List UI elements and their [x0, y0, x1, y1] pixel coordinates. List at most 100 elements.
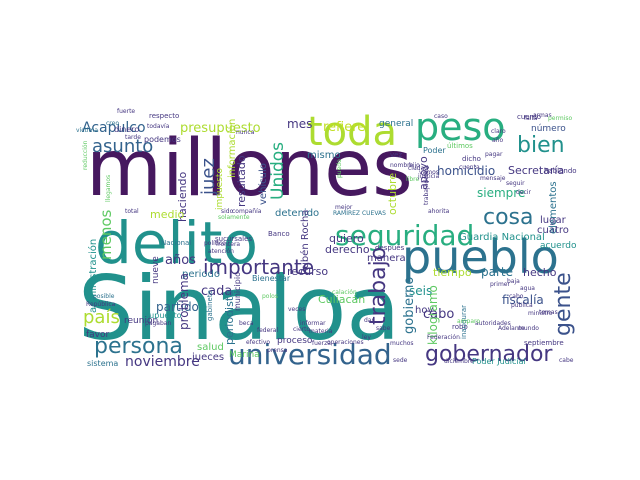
word-vez: vez: [390, 151, 402, 159]
word-cuatro: cuatro: [537, 225, 569, 236]
word-vamos: vamos: [419, 169, 439, 176]
word-federal: federal: [257, 327, 278, 334]
word-despues: después: [375, 244, 405, 252]
word-prensa: prensa: [267, 347, 288, 354]
word-detenido: detenido: [275, 208, 319, 219]
word-unidos: Unidos: [268, 142, 288, 200]
word-administracion: administración: [87, 239, 99, 313]
word-muchos: muchos: [390, 340, 414, 347]
word-primer: primer: [490, 281, 510, 288]
word-homicidio: homicidio: [437, 164, 495, 178]
word-total: total: [125, 208, 139, 215]
word-llegamos: llegamos: [105, 175, 112, 202]
word-cabo-small: cabo: [509, 293, 524, 300]
word-pagar: pagar: [485, 151, 503, 158]
word-nunca: nunca: [236, 129, 255, 136]
word-temas: temas: [539, 309, 558, 316]
word-ministro: ministro: [528, 310, 553, 317]
word-adelante: Adelante: [498, 325, 525, 332]
word-total2: tarde: [125, 134, 141, 141]
word-millones: millones: [86, 124, 413, 214]
word-pueblo: pueblo: [402, 230, 559, 284]
word-sede: sede: [393, 357, 408, 364]
word-ramirez-cuevas: RAMÍREZ CUEVAS: [333, 210, 386, 217]
word-siempre: siempre: [477, 186, 525, 200]
word-veces: veces: [288, 306, 305, 313]
word-sistema: sistema: [87, 359, 118, 368]
word-trabajo: trabajo: [366, 247, 391, 325]
word-persona: persona: [94, 334, 183, 359]
word-problema: problema: [177, 273, 191, 330]
word-pais: país: [83, 307, 120, 328]
word-ano: año: [492, 137, 503, 144]
word-creo: creo: [106, 120, 119, 127]
word-companie: compañía: [232, 208, 262, 215]
word-fiscalia: fiscalía: [502, 293, 544, 307]
word-kilogramo: kilogramo: [426, 285, 440, 345]
word-peso: peso: [415, 105, 506, 149]
word-sucursales: sucursales: [215, 235, 252, 243]
word-libre: libre: [406, 176, 419, 183]
word-dicho: dicho: [462, 155, 481, 163]
word-polos: polos: [262, 293, 278, 300]
word-bienestar: Bienestar: [252, 274, 291, 283]
word-operaciones: operaciones: [327, 339, 364, 346]
word-toda: toda: [307, 109, 397, 155]
word-publica: pública: [511, 302, 533, 309]
word-calacion: calación: [332, 289, 357, 296]
word-informacion: información: [226, 119, 238, 178]
word-vehiculo: vehículo: [257, 163, 269, 205]
word-noviembre: noviembre: [125, 354, 200, 370]
word-importante: importante: [203, 255, 314, 279]
word-gabinete: gabinete: [206, 290, 214, 321]
word-poder: Poder: [423, 146, 446, 155]
word-republica: República: [86, 301, 116, 308]
word-mes: mes: [287, 117, 312, 131]
word-general: general: [379, 119, 413, 129]
word-nacional: Nacional: [161, 239, 191, 247]
word-periodista: periodista: [223, 290, 236, 345]
word-hablando: hablando: [544, 167, 577, 175]
word-universidad: universidad: [228, 338, 392, 371]
word-hijo: hijo: [409, 162, 420, 169]
word-apoyo: apoyo: [417, 156, 430, 190]
word-nueve: nueve: [151, 256, 161, 284]
word-partido: partido: [156, 300, 199, 314]
word-ciudad: ciudad: [408, 165, 428, 172]
word-seguir: seguir: [506, 180, 525, 187]
word-autoridades: autoridades: [475, 320, 511, 327]
word-favor: favor: [86, 330, 110, 340]
word-impuesto: impuesto: [215, 168, 225, 210]
word-victima: víctima: [76, 127, 98, 134]
word-anos: años: [165, 253, 196, 268]
word-reunion: reunión: [124, 315, 158, 326]
word-recurso: recurso: [287, 265, 328, 278]
word-poder-judicial: Poder Judicial: [472, 357, 526, 366]
word-pagaban: pagaban: [145, 320, 171, 327]
word-juez: juez: [198, 158, 219, 196]
word-banco: Banco: [268, 230, 290, 238]
word-elementos: elementos: [548, 181, 559, 234]
word-marina: Marina: [229, 350, 260, 360]
word-municipio: municipio: [233, 272, 242, 311]
word-agua: agua: [520, 285, 535, 292]
word-derecho: derecho: [325, 243, 370, 256]
word-secretaria: Secretaría: [508, 164, 564, 177]
word-septiembre: septiembre: [524, 339, 564, 347]
word-materia: materia: [309, 328, 333, 335]
word-seguridad: seguridad: [335, 219, 474, 252]
word-ley: ley: [362, 334, 371, 341]
word-ultimos: últimos: [447, 142, 473, 150]
word-parte: parte: [481, 265, 513, 279]
word-ruben-rocha: Rubén Rocha: [299, 210, 311, 275]
word-cabo: cabo: [423, 307, 454, 322]
word-informar: informar: [300, 320, 326, 327]
word-delito: delito: [95, 209, 258, 277]
word-todavia: todavía: [147, 123, 170, 130]
word-manera: manera: [367, 253, 406, 264]
word-cabe: cabe: [559, 357, 574, 364]
word-caso: caso: [434, 113, 448, 120]
word-salud: salud: [197, 342, 224, 353]
word-fuerza: fuerza: [312, 340, 331, 347]
